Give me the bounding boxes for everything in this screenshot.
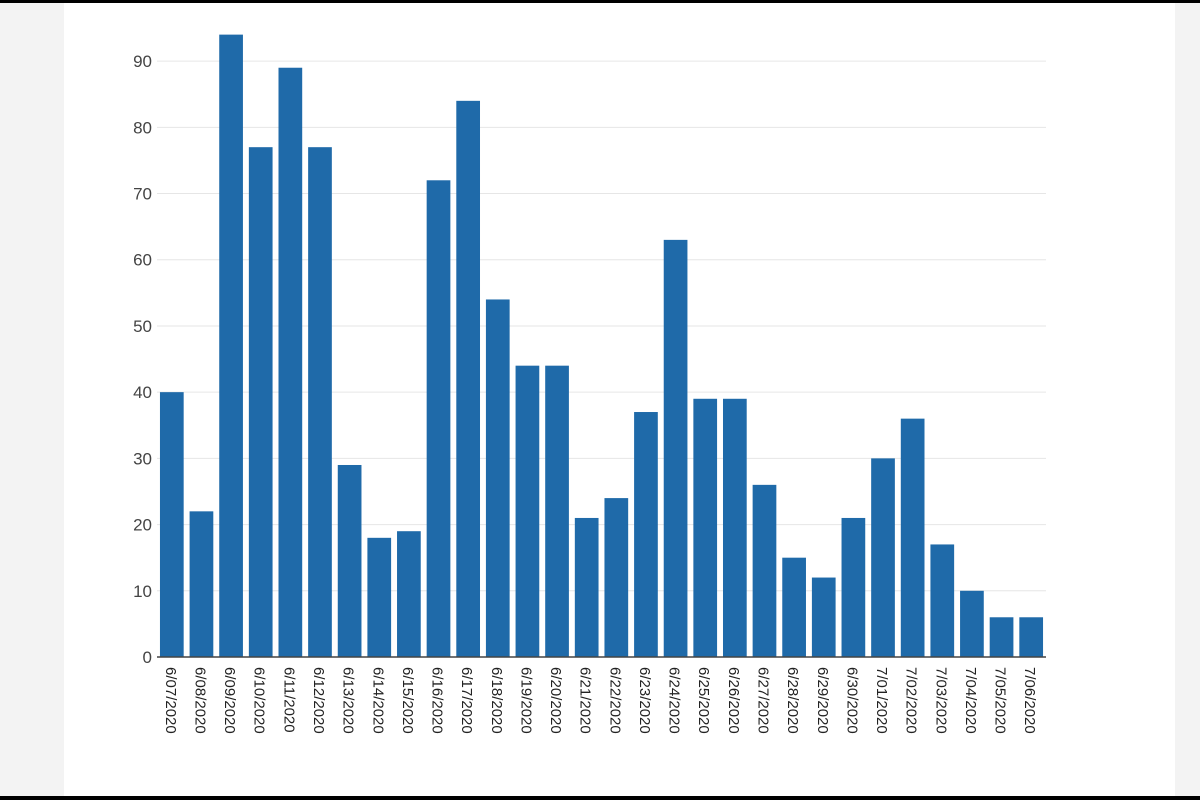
y-tick-label: 0 — [143, 648, 152, 667]
x-tick-label: 6/23/2020 — [636, 667, 653, 734]
x-tick-label: 6/18/2020 — [488, 667, 505, 734]
bar — [278, 67, 303, 657]
x-tick-label: 6/11/2020 — [280, 667, 297, 733]
bar — [663, 239, 688, 657]
y-tick-label: 30 — [133, 449, 152, 468]
x-axis: 6/07/2020 6/08/2020 6/09/2020 6/10/2020 6/11… — [162, 667, 1038, 734]
x-tick-label: 7/02/2020 — [903, 667, 920, 734]
y-tick-label: 60 — [133, 251, 152, 270]
x-tick-label: 6/26/2020 — [725, 667, 742, 734]
bar — [545, 365, 569, 657]
bar — [693, 398, 718, 657]
x-tick-label: 6/25/2020 — [695, 667, 712, 734]
y-tick-label: 10 — [133, 582, 152, 601]
x-tick-label: 6/19/2020 — [517, 667, 534, 734]
bar — [308, 147, 332, 657]
bars — [159, 34, 1044, 658]
y-tick-label: 40 — [133, 383, 152, 402]
x-tick-label: 6/13/2020 — [340, 667, 357, 734]
x-tick-label: 6/28/2020 — [784, 667, 801, 734]
x-tick-label: 6/16/2020 — [429, 667, 446, 734]
y-axis: 0 10 20 30 40 50 60 70 80 90 — [133, 52, 152, 667]
x-tick-label: 6/15/2020 — [399, 667, 416, 734]
bar — [485, 299, 510, 657]
bar — [1019, 617, 1044, 657]
bar — [397, 531, 421, 657]
x-tick-label: 6/30/2020 — [843, 667, 860, 734]
x-tick-label: 7/01/2020 — [873, 667, 890, 734]
x-tick-label: 7/05/2020 — [992, 667, 1009, 734]
bar — [189, 511, 214, 657]
x-tick-label: 6/12/2020 — [310, 667, 327, 734]
y-tick-label: 90 — [133, 52, 152, 71]
bar — [930, 544, 955, 657]
bar — [960, 590, 984, 657]
bar — [782, 557, 806, 657]
bar — [989, 617, 1014, 657]
x-tick-label: 6/17/2020 — [458, 667, 475, 734]
bar — [752, 484, 777, 657]
x-tick-label: 6/27/2020 — [754, 667, 771, 734]
x-tick-label: 6/29/2020 — [814, 667, 831, 734]
bar — [634, 412, 658, 657]
bar — [811, 577, 836, 657]
bar — [426, 180, 451, 657]
bar — [248, 147, 273, 657]
x-tick-label: 7/03/2020 — [932, 667, 949, 734]
x-tick-label: 6/20/2020 — [547, 667, 564, 734]
gridlines — [157, 60, 1046, 592]
bar — [900, 418, 925, 657]
x-tick-label: 6/09/2020 — [221, 667, 238, 734]
y-tick-label: 80 — [133, 118, 152, 137]
y-tick-label: 50 — [133, 317, 152, 336]
bar — [574, 517, 599, 657]
x-tick-label: 6/14/2020 — [369, 667, 386, 734]
bar — [722, 398, 747, 657]
bar — [456, 100, 481, 657]
x-tick-label: 6/10/2020 — [251, 667, 268, 734]
x-tick-label: 6/07/2020 — [162, 667, 179, 734]
x-tick-label: 6/08/2020 — [191, 667, 208, 734]
bar — [337, 464, 362, 657]
y-tick-label: 20 — [133, 516, 152, 535]
bar — [219, 34, 243, 658]
bar — [841, 517, 866, 657]
bar — [367, 537, 392, 657]
bar — [871, 458, 895, 657]
x-tick-label: 7/04/2020 — [962, 667, 979, 734]
x-tick-label: 7/06/2020 — [1021, 667, 1038, 734]
bar — [159, 392, 184, 657]
x-tick-label: 6/24/2020 — [666, 667, 683, 734]
outer-panel — [0, 3, 1200, 796]
y-tick-label: 70 — [133, 185, 152, 204]
bar — [604, 498, 629, 657]
x-tick-label: 6/21/2020 — [577, 667, 594, 734]
bar — [515, 365, 540, 657]
x-tick-label: 6/22/2020 — [606, 667, 623, 734]
